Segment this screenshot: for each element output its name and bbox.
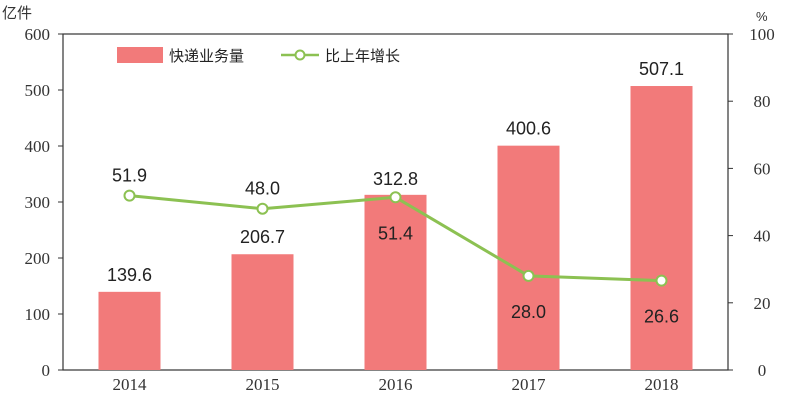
- right-tick-label: 40: [754, 227, 771, 246]
- right-tick-label: 80: [754, 92, 771, 111]
- right-axis-ticks: 0 20 40 60 80 100: [728, 25, 775, 380]
- line-point: [522, 269, 535, 282]
- bar: [231, 254, 294, 370]
- line-point: [256, 202, 269, 215]
- right-axis-unit: %: [756, 9, 768, 24]
- line-value-label: 51.9: [112, 166, 147, 186]
- left-tick-label: 100: [25, 305, 51, 324]
- right-tick-label: 60: [754, 159, 771, 178]
- left-tick-label: 0: [42, 361, 51, 380]
- x-tick-label: 2014: [113, 375, 148, 394]
- bar-value-label: 400.6: [506, 119, 551, 139]
- line-point: [655, 274, 668, 287]
- legend-line-marker: [294, 49, 306, 61]
- line-point: [123, 189, 136, 202]
- bar-value-label: 206.7: [240, 227, 285, 247]
- line-point: [389, 191, 402, 204]
- line-value-label: 26.6: [644, 307, 679, 327]
- right-tick-label: 0: [758, 361, 767, 380]
- bar: [364, 194, 427, 370]
- bar-value-label: 507.1: [639, 59, 684, 79]
- x-tick-label: 2015: [246, 375, 280, 394]
- legend: 快递业务量 比上年增长: [117, 47, 400, 65]
- x-axis-ticks: 2014 2015 2016 2017 2018: [113, 375, 679, 394]
- left-tick-label: 200: [25, 249, 51, 268]
- left-tick-label: 300: [25, 193, 51, 212]
- bar: [497, 145, 560, 370]
- legend-bar-label: 快递业务量: [169, 47, 244, 65]
- right-tick-label: 20: [754, 294, 771, 313]
- bar-series: 139.6 206.7 312.8 400.6 507.1: [98, 59, 693, 371]
- legend-line-label: 比上年增长: [325, 47, 400, 65]
- left-axis-unit: 亿件: [2, 4, 32, 22]
- left-tick-label: 600: [25, 25, 51, 44]
- line-value-label: 51.4: [378, 223, 413, 243]
- bar: [630, 86, 693, 371]
- x-tick-label: 2016: [379, 375, 413, 394]
- line-value-label: 28.0: [511, 302, 546, 322]
- left-axis-ticks: 0 100 200 300 400 500 600: [25, 25, 63, 380]
- bar-value-label: 139.6: [107, 265, 152, 285]
- line-value-label: 48.0: [245, 179, 280, 199]
- bar-value-label: 312.8: [373, 169, 418, 189]
- x-tick-label: 2018: [645, 375, 679, 394]
- x-tick-label: 2017: [512, 375, 547, 394]
- line-series: 51.9 48.0 51.4 28.0 26.6: [112, 166, 679, 327]
- right-tick-label: 100: [749, 25, 775, 44]
- left-tick-label: 400: [25, 137, 51, 156]
- left-tick-label: 500: [25, 81, 51, 100]
- legend-bar-swatch: [117, 47, 163, 63]
- bar: [98, 291, 161, 370]
